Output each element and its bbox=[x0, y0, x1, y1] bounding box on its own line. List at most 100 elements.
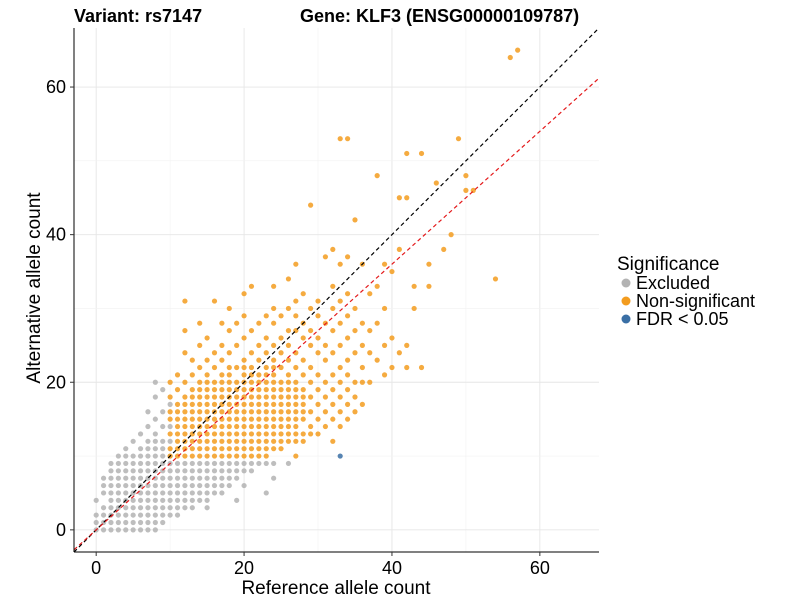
data-point bbox=[182, 394, 188, 400]
data-point bbox=[160, 505, 166, 511]
data-point bbox=[263, 335, 269, 341]
data-point bbox=[234, 497, 240, 503]
data-point bbox=[271, 416, 277, 422]
legend-label-excluded: Excluded bbox=[636, 273, 710, 293]
data-point bbox=[115, 490, 121, 496]
data-point bbox=[100, 482, 107, 489]
data-point bbox=[248, 446, 255, 452]
data-point bbox=[174, 387, 181, 393]
data-point bbox=[256, 431, 262, 437]
data-point bbox=[167, 416, 173, 422]
data-point bbox=[189, 497, 195, 503]
data-point bbox=[256, 372, 262, 378]
data-point bbox=[344, 387, 351, 393]
data-point bbox=[108, 460, 114, 467]
legend: Significance Excluded Non-significant FD… bbox=[617, 254, 755, 329]
data-point bbox=[337, 298, 343, 304]
data-point bbox=[278, 387, 284, 393]
data-point bbox=[285, 379, 292, 385]
data-point bbox=[248, 468, 255, 474]
data-point bbox=[426, 283, 432, 289]
data-point bbox=[182, 298, 188, 304]
data-point bbox=[293, 313, 299, 319]
data-point bbox=[123, 490, 129, 496]
data-point bbox=[204, 497, 210, 503]
data-point bbox=[374, 320, 380, 326]
data-point bbox=[330, 416, 336, 422]
data-point bbox=[160, 475, 166, 481]
data-point bbox=[219, 446, 225, 452]
data-point bbox=[152, 497, 158, 503]
data-point bbox=[315, 431, 321, 437]
data-point bbox=[145, 453, 151, 459]
data-point bbox=[411, 283, 417, 289]
data-point bbox=[285, 438, 292, 444]
data-point bbox=[137, 468, 144, 474]
data-point bbox=[219, 409, 225, 415]
data-point bbox=[174, 482, 181, 489]
data-point bbox=[463, 187, 469, 193]
data-point bbox=[197, 453, 203, 459]
data-point bbox=[226, 364, 232, 371]
data-point bbox=[248, 453, 255, 459]
axes bbox=[73, 28, 599, 553]
data-point bbox=[182, 490, 188, 496]
data-point bbox=[137, 512, 144, 518]
data-point bbox=[344, 313, 351, 319]
data-point bbox=[271, 320, 277, 326]
data-point bbox=[300, 438, 306, 444]
y-tick-label: 20 bbox=[46, 372, 66, 392]
data-point bbox=[211, 482, 218, 489]
data-point bbox=[115, 497, 121, 503]
data-point bbox=[234, 431, 240, 437]
data-point bbox=[115, 519, 121, 526]
data-point bbox=[278, 379, 284, 385]
data-point bbox=[263, 490, 269, 496]
data-point bbox=[278, 438, 284, 444]
data-point bbox=[145, 438, 151, 444]
series-non-significant bbox=[167, 47, 521, 459]
data-point bbox=[300, 409, 306, 415]
data-point bbox=[322, 254, 329, 260]
data-point bbox=[241, 438, 247, 444]
data-point bbox=[108, 468, 114, 474]
data-point bbox=[234, 379, 240, 385]
data-point bbox=[219, 423, 225, 430]
data-point bbox=[315, 401, 321, 407]
data-point bbox=[226, 453, 232, 459]
data-point bbox=[100, 512, 107, 518]
data-point bbox=[152, 475, 158, 481]
data-point bbox=[226, 482, 232, 489]
data-point bbox=[293, 379, 299, 385]
data-point bbox=[174, 409, 181, 415]
data-point bbox=[241, 364, 247, 371]
series-excluded bbox=[93, 379, 292, 533]
data-point bbox=[211, 379, 218, 385]
data-point bbox=[204, 409, 210, 415]
data-point bbox=[271, 409, 277, 415]
data-point bbox=[160, 453, 166, 459]
data-point bbox=[315, 335, 321, 341]
data-point bbox=[256, 387, 262, 393]
data-point bbox=[300, 401, 306, 407]
data-point bbox=[130, 519, 136, 526]
data-point bbox=[189, 387, 195, 393]
data-point bbox=[374, 283, 380, 289]
data-point bbox=[108, 482, 114, 489]
data-point bbox=[204, 401, 210, 407]
data-point bbox=[293, 431, 299, 437]
data-point bbox=[182, 350, 188, 356]
data-point bbox=[278, 335, 284, 341]
data-point bbox=[263, 460, 269, 467]
data-point bbox=[152, 527, 158, 533]
data-point bbox=[219, 453, 225, 459]
data-point bbox=[197, 387, 203, 393]
data-point bbox=[182, 401, 188, 407]
data-point bbox=[271, 460, 277, 467]
data-point bbox=[263, 364, 269, 371]
data-point bbox=[241, 482, 247, 489]
data-point bbox=[241, 453, 247, 459]
data-point bbox=[137, 497, 144, 503]
data-point bbox=[189, 416, 195, 422]
x-tick-label: 40 bbox=[382, 558, 402, 578]
